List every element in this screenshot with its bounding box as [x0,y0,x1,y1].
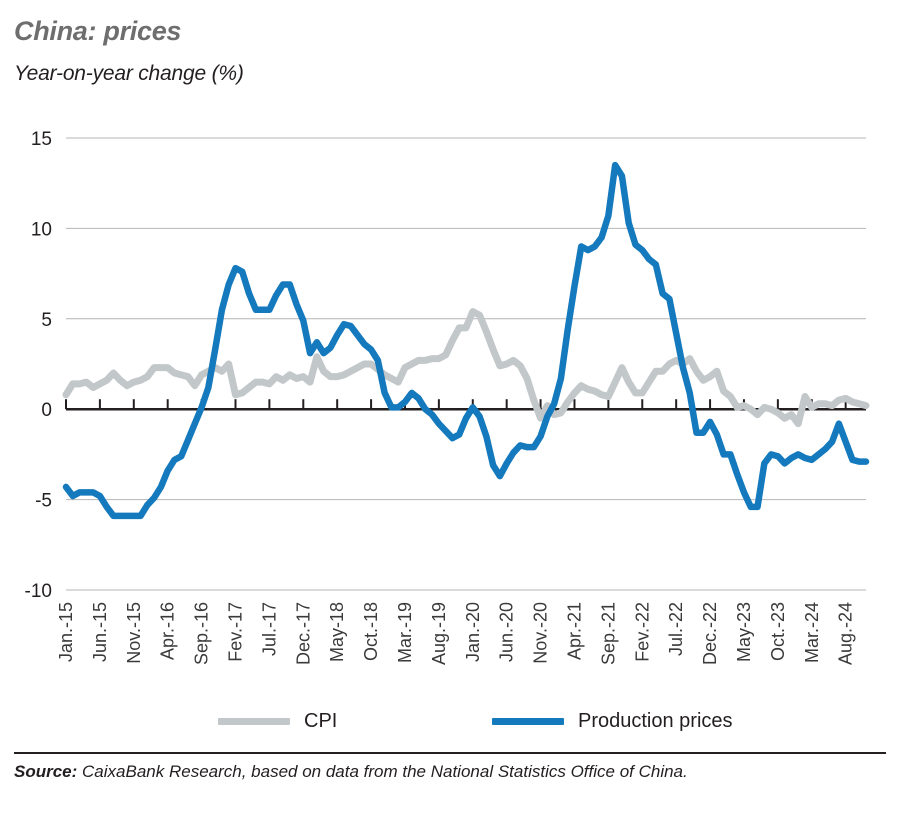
page-title: China: prices [14,16,182,46]
x-axis-tick-label: Oct.-23 [768,602,788,661]
x-axis-tick-label: Sep.-16 [192,602,212,665]
legend-swatch-production-prices [492,717,564,725]
x-axis-tick-label: Mar.-24 [802,602,822,663]
x-axis-tick-label: Mar.-19 [395,602,415,663]
x-axis-tick-label: Apr.-21 [564,602,584,660]
x-axis-tick-label: May-18 [327,602,347,662]
x-axis-tick-label: Jul.-22 [666,602,686,656]
legend-item-production-prices[interactable]: Production prices [492,706,733,736]
legend-swatch-cpi [218,717,290,725]
x-axis-tick-label: Aug.-19 [429,602,449,665]
y-axis-tick-label: 15 [31,129,52,150]
x-axis-tick-label: Apr.-16 [158,602,178,660]
x-axis-tick-label: Dec.-22 [700,602,720,665]
legend-label-cpi: CPI [304,709,338,732]
x-axis-tick-label: Jun.-20 [497,602,517,662]
source-label: Source: [14,762,78,781]
x-axis-tick-label: Nov.-20 [531,602,551,664]
y-axis-tick-label: 5 [41,310,52,331]
y-axis-tick-label: 10 [31,219,52,240]
x-axis-tick-label: Nov.-15 [124,602,144,664]
series-line-production-prices [62,161,870,520]
x-axis-tick-label: Oct.-18 [361,602,381,661]
series-line-cpi [62,308,870,428]
chart-plot-area: 15 10 5 0 -5 -10 Jan.-15 Jun.-15 Nov.-15 Apr.-16 S… [25,129,870,665]
x-axis-tick-label: Jan.-20 [463,602,483,662]
x-axis-tick-label: Sep.-21 [598,602,618,665]
x-axis-tick-label: Aug.-24 [836,602,856,665]
x-axis-tick-label: May-23 [734,602,754,662]
legend-label-production-prices: Production prices [578,709,733,732]
y-axis-tick-label: -5 [35,491,52,512]
x-axis-tick-label: Dec.-17 [293,602,313,665]
y-axis-tick-label: -10 [25,581,52,602]
x-axis-tick-label: Fev.-17 [225,602,245,662]
y-axis-tick-label: 0 [41,400,52,421]
x-axis-tick-label: Jul.-17 [259,602,279,656]
x-axis-tick-label: Jan.-15 [56,602,76,662]
chart-legend: CPI Production prices [0,702,900,742]
chart-subtitle: Year-on-year change (%) [14,62,244,85]
source-note: Source: CaixaBank Research, based on dat… [14,762,688,782]
legend-item-cpi[interactable]: CPI [218,706,337,736]
x-axis-tick-label: Jun.-15 [90,602,110,662]
source-text: CaixaBank Research, based on data from t… [82,762,688,781]
footer-divider [14,752,886,754]
x-axis-tick-label: Fev.-22 [632,602,652,662]
